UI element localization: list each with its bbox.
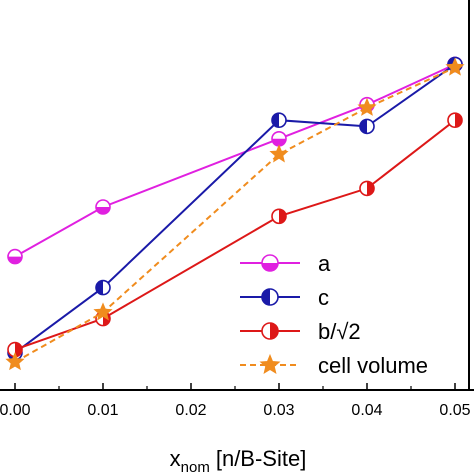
legend-entry: cell volume xyxy=(240,353,428,378)
series-cell-volume xyxy=(5,57,465,371)
series-line xyxy=(14,119,456,351)
data-point xyxy=(271,131,287,147)
axes: 0.00 0.01 0.02 0.03 0.04 0.05 xyxy=(0,0,474,419)
series-a xyxy=(7,56,463,265)
data-point xyxy=(93,302,113,321)
data-point xyxy=(447,112,463,128)
legend-label: c xyxy=(318,285,329,310)
x-tick-label: 0.03 xyxy=(263,402,294,419)
data-point xyxy=(261,288,279,306)
data-point xyxy=(5,351,25,371)
legend-entry: c xyxy=(240,285,329,310)
data-point xyxy=(259,353,281,374)
legend-label: a xyxy=(318,251,331,276)
data-point xyxy=(95,199,111,215)
series-layer xyxy=(5,56,465,371)
data-point xyxy=(269,144,289,163)
data-point xyxy=(445,57,465,76)
legend: ac b/√2 cell volume xyxy=(240,251,428,378)
legend-label: b/√2 xyxy=(318,319,361,344)
data-point xyxy=(271,112,287,128)
series-line xyxy=(14,63,456,354)
data-point xyxy=(359,118,375,135)
legend-label: cell volume xyxy=(318,353,428,378)
data-point xyxy=(261,254,279,272)
legend-entry: a xyxy=(240,251,331,276)
x-axis-label-unit: [n/B-Site] xyxy=(216,446,306,471)
x-tick-label: 0.00 xyxy=(0,402,31,419)
x-tick-label: 0.02 xyxy=(175,402,206,419)
series-c xyxy=(7,56,463,361)
x-axis-label: xnom [n/B-Site] xyxy=(170,446,307,474)
series-line xyxy=(14,63,456,258)
data-point xyxy=(357,97,377,116)
x-tick-label: 0.04 xyxy=(351,402,382,419)
data-point xyxy=(359,180,375,197)
legend-entry: b/√2 xyxy=(240,319,361,344)
x-axis-label-sub: nom xyxy=(181,459,210,474)
x-axis-label-main: x xyxy=(170,446,181,471)
x-tick-label: 0.01 xyxy=(87,402,118,419)
series-b-2 xyxy=(7,112,463,358)
data-point xyxy=(95,279,111,296)
data-point xyxy=(271,208,287,225)
data-point xyxy=(261,322,279,340)
data-point xyxy=(7,248,23,265)
x-tick-label: 0.05 xyxy=(439,402,470,419)
